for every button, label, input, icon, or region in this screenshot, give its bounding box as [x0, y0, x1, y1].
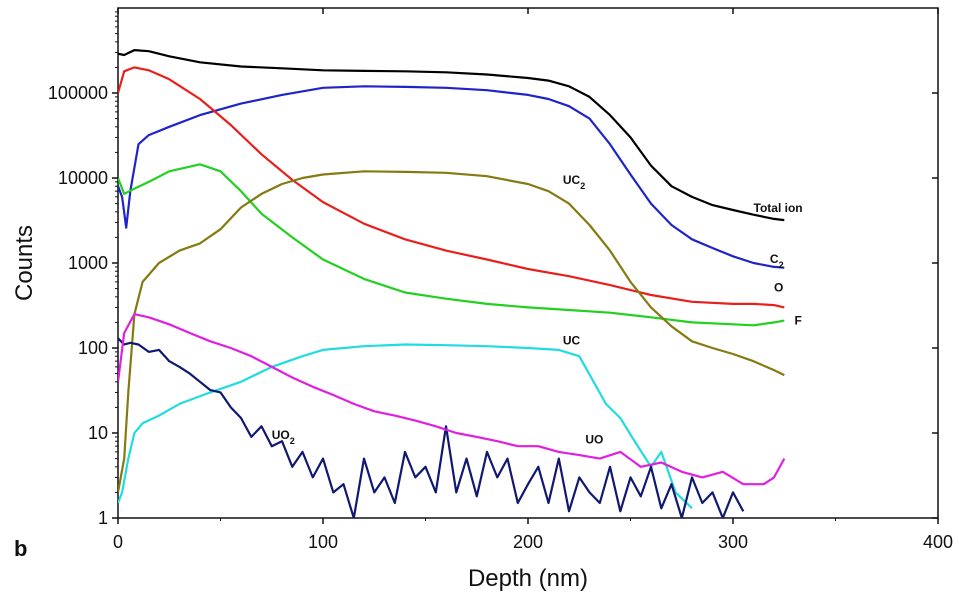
- x-tick-label: 200: [513, 532, 543, 552]
- series-line-c2: [118, 85, 785, 269]
- x-tick-label: 0: [113, 532, 123, 552]
- y-tick-label: 1: [98, 508, 108, 528]
- y-tick-label: 1000: [68, 253, 108, 273]
- x-axis-title: Depth (nm): [468, 565, 588, 592]
- y-tick-label: 100000: [48, 83, 108, 103]
- series-label-uc2: UC2: [563, 173, 585, 191]
- series-label-uc: UC: [563, 333, 581, 347]
- series-label-uo: UO: [585, 433, 603, 447]
- series-line-f: [118, 163, 785, 327]
- series-layer: [118, 49, 786, 518]
- x-tick-label: 300: [718, 532, 748, 552]
- series-label-total-ion: Total ion: [754, 201, 803, 215]
- series-line-uo2: [118, 337, 745, 518]
- plot-axes: 0 100 200 300 400 1 10 100 1000 10000 100000: [48, 7, 953, 552]
- series-labels: Total ion C2 O F UC2 UC UO2 UO: [272, 173, 803, 447]
- y-tick-label: 10000: [58, 168, 108, 188]
- y-tick-label: 10: [88, 423, 108, 443]
- x-tick-label: 400: [923, 532, 953, 552]
- plot-frame: [117, 7, 939, 519]
- series-label-uo2: UO2: [272, 428, 295, 446]
- series-label-c2: C2: [770, 252, 784, 270]
- series-line-total-ion: [118, 49, 785, 222]
- series-line-uo: [118, 313, 786, 486]
- y-tick-label: 100: [78, 338, 108, 358]
- panel-label: b: [14, 536, 27, 561]
- x-tick-label: 100: [308, 532, 338, 552]
- series-label-f: F: [795, 313, 802, 327]
- series-line-uc2: [118, 170, 785, 493]
- series-label-o: O: [774, 281, 783, 295]
- series-line-uc: [118, 343, 693, 510]
- series-line-o: [118, 66, 785, 309]
- y-axis-title: Counts: [11, 225, 38, 301]
